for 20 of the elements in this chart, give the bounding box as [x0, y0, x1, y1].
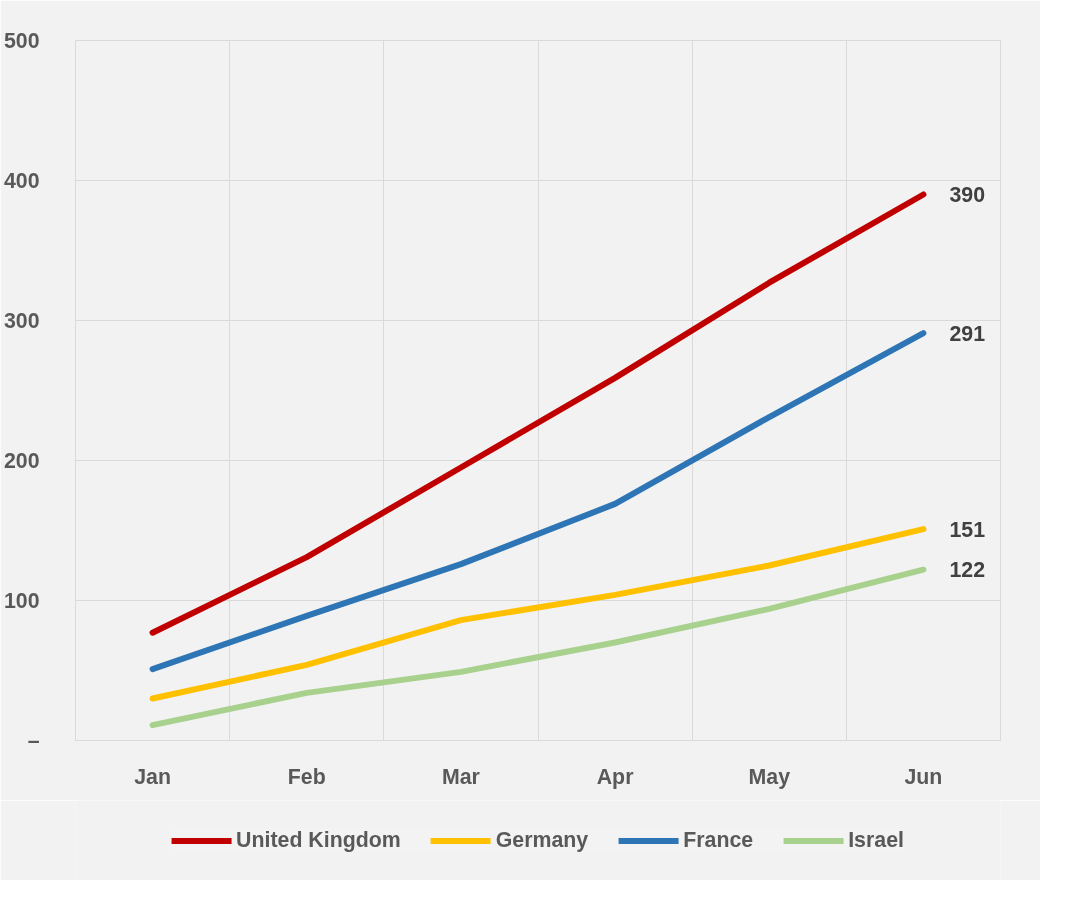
- x-tick-label: Mar: [441, 764, 480, 789]
- data-label: 291: [949, 321, 986, 346]
- y-tick-label: 500: [3, 28, 40, 53]
- y-tick-label: –: [27, 728, 40, 753]
- data-label: 151: [949, 517, 986, 542]
- x-tick-label: Jun: [904, 764, 943, 789]
- y-tick-label: 300: [3, 308, 40, 333]
- y-tick-label: 200: [3, 448, 40, 473]
- legend-label: Germany: [495, 827, 589, 853]
- x-tick-label: Jan: [134, 764, 171, 789]
- x-tick-label: Apr: [596, 764, 634, 789]
- data-label: 122: [949, 558, 986, 583]
- data-label: 390: [949, 183, 986, 207]
- x-tick-label: May: [748, 764, 791, 789]
- x-tick-label: Feb: [287, 764, 326, 789]
- legend-label: Israel: [848, 827, 904, 853]
- y-tick-label: 100: [3, 588, 40, 613]
- y-tick-label: 400: [3, 168, 40, 193]
- legend-label: United Kingdom: [236, 827, 401, 853]
- legend-label: France: [683, 827, 754, 853]
